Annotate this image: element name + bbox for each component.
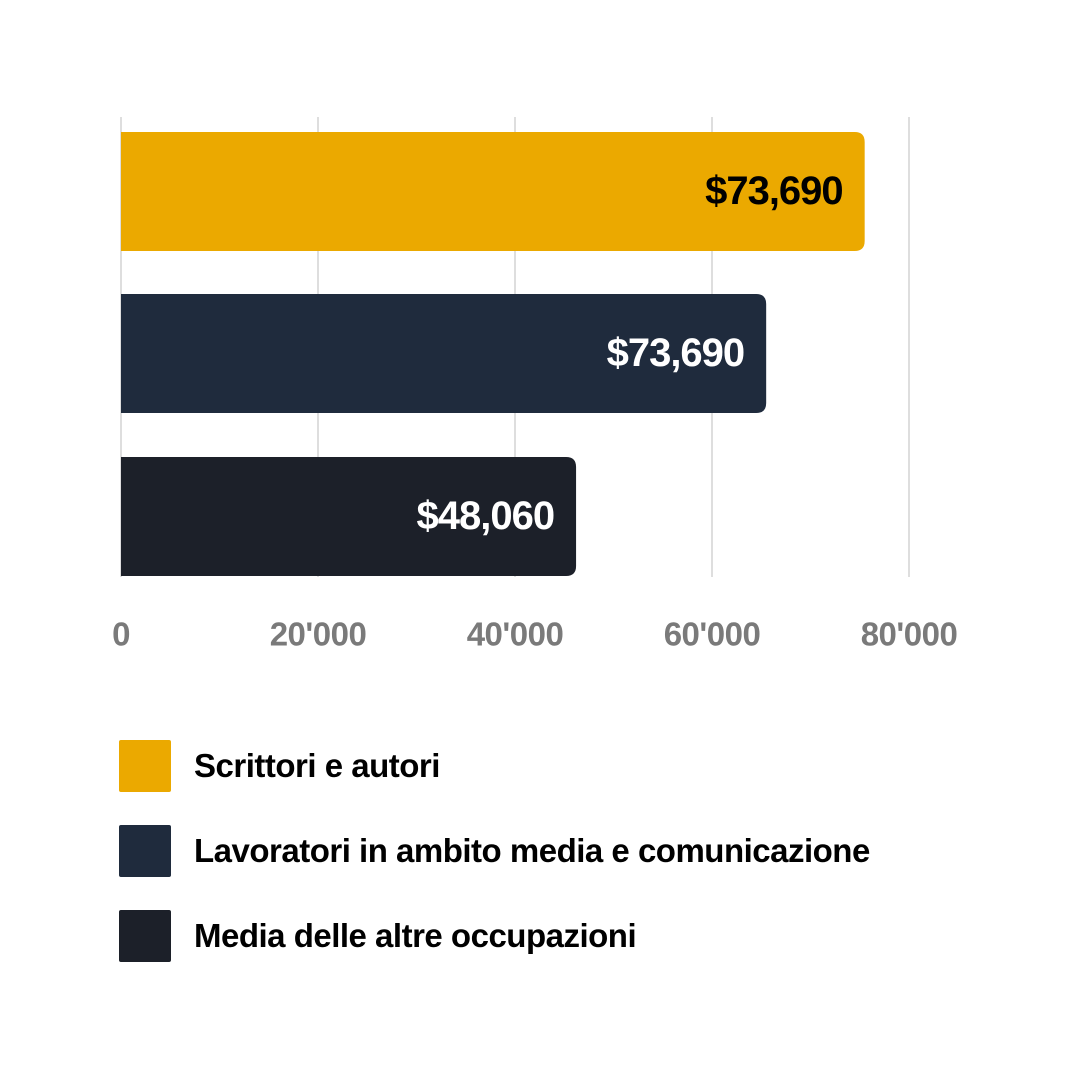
x-tick-label-0: 0 [112,616,130,653]
legend-label-media-workers: Lavoratori in ambito media e comunicazio… [194,832,870,869]
bar-chart: $73,690 $73,690 $48,060 0 20'000 40'000 60'00… [112,117,958,653]
legend-swatch-media-workers [119,825,171,877]
bar-value-label-2: $48,060 [416,494,554,538]
legend-item-media-workers: Lavoratori in ambito media e comunicazio… [119,825,1019,877]
bar-1 [121,294,767,413]
bar-2 [121,457,577,576]
legend-label-other-occupations: Media delle altre occupazioni [194,917,637,954]
x-tick-label-1: 20'000 [270,616,367,653]
x-tick-label-2: 40'000 [467,616,564,653]
legend-item-other-occupations: Media delle altre occupazioni [119,910,1019,962]
legend-item-writers: Scrittori e autori [119,740,1019,792]
legend-swatch-writers [119,740,171,792]
bars: $73,690 $73,690 $48,060 [121,132,865,576]
bar-0 [121,132,865,251]
x-tick-label-4: 80'000 [861,616,958,653]
x-axis-ticks: 0 20'000 40'000 60'000 80'000 [112,616,958,653]
legend-label-writers: Scrittori e autori [194,747,440,784]
bar-value-label-1: $73,690 [607,331,745,375]
legend-swatch-other-occupations [119,910,171,962]
x-tick-label-3: 60'000 [664,616,761,653]
bar-value-label-0: $73,690 [705,169,843,213]
legend: Scrittori e autori Lavoratori in ambito … [119,740,1019,995]
